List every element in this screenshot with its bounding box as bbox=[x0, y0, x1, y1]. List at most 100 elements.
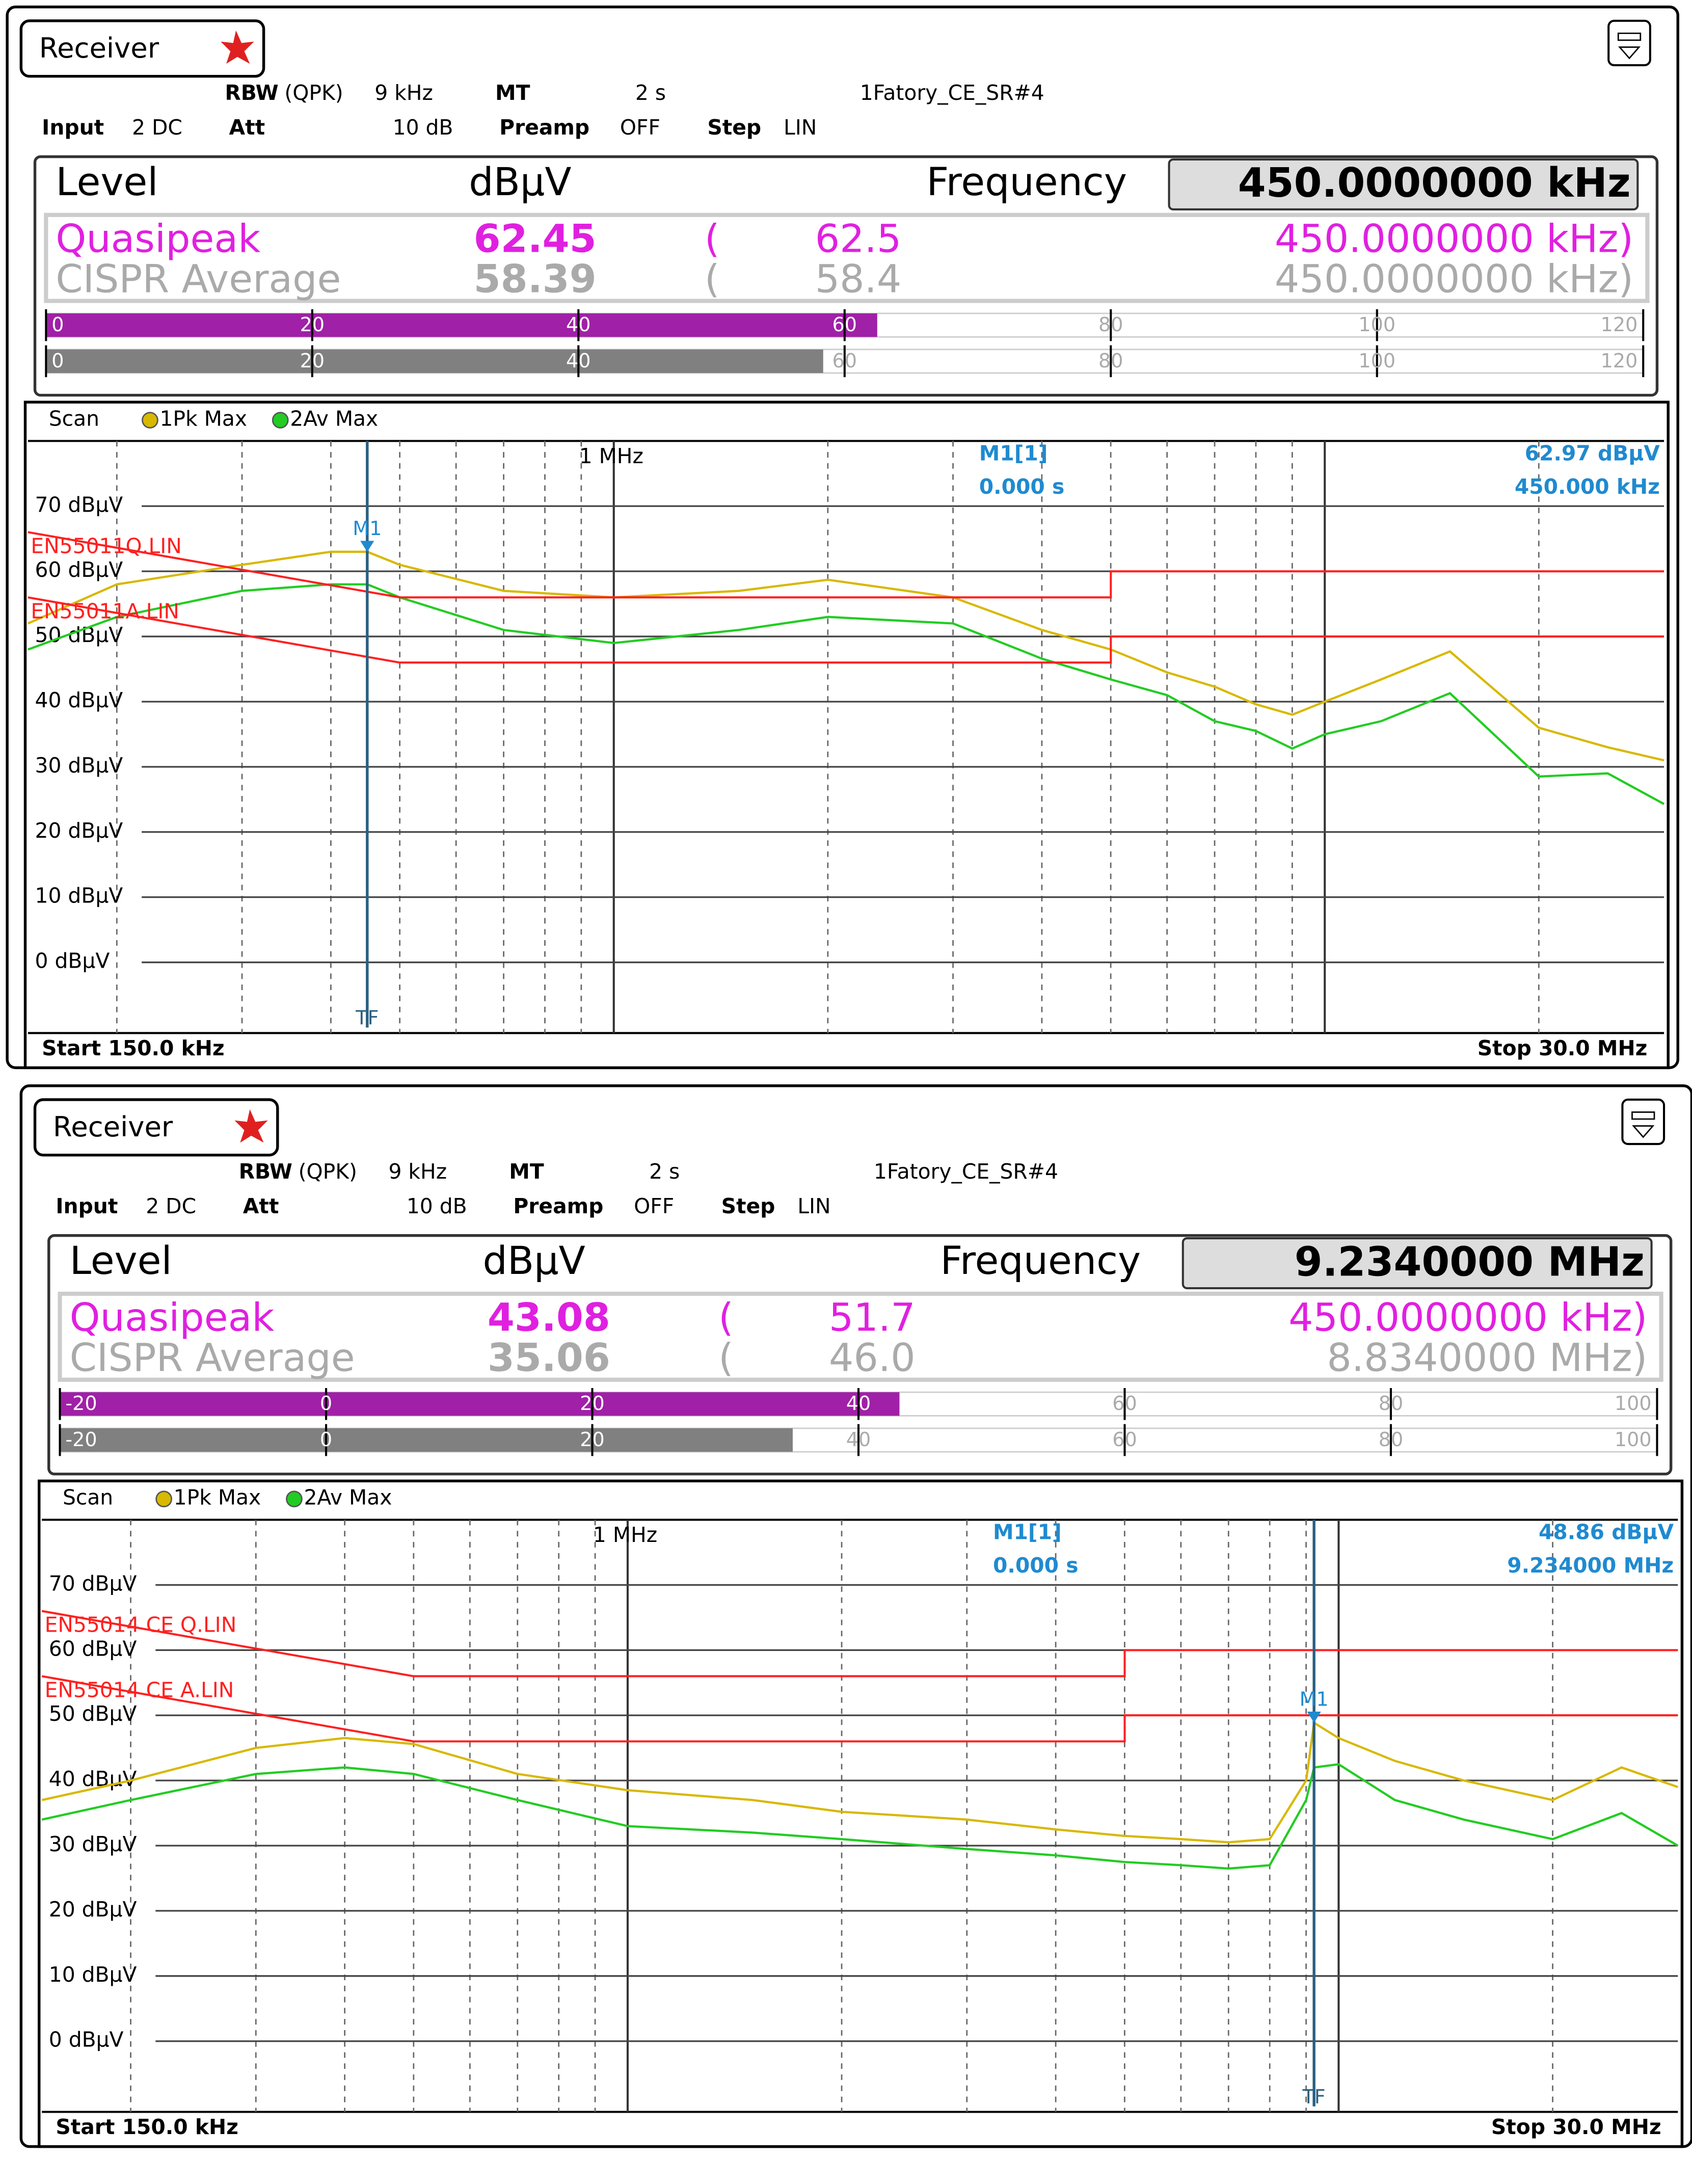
marker-value: 48.86 dBµV bbox=[1539, 1520, 1674, 1544]
bar-tick-label: 20 bbox=[580, 1428, 604, 1451]
setting: Input bbox=[42, 115, 104, 140]
setting: 1Fatory_CE_SR#4 bbox=[874, 1159, 1058, 1184]
setting: 2 DC bbox=[132, 115, 182, 140]
marker-frequency: 9.234000 MHz bbox=[1507, 1553, 1674, 1578]
tab-label: Receiver bbox=[39, 32, 159, 64]
detector-max-frequency: 8.8340000 MHz) bbox=[1327, 1335, 1647, 1380]
bar-tick-label: 80 bbox=[1098, 350, 1123, 372]
y-tick-label: 10 dBµV bbox=[49, 1962, 137, 1987]
frequency-label: Frequency bbox=[926, 159, 1127, 204]
setting: Att bbox=[229, 115, 265, 140]
receiver-panel: Receiver RBW (QPK) 9 kHz MT 2 s 1Fatory_CE_SR#… bbox=[6, 5, 1679, 1070]
limit-line bbox=[41, 1675, 1678, 1743]
detector-name: Quasipeak bbox=[70, 1295, 275, 1340]
setting: 9 kHz bbox=[388, 1159, 447, 1184]
tab-star bbox=[221, 30, 254, 64]
bar-tick-label: 60 bbox=[1112, 1392, 1137, 1415]
bar-tick-label: 60 bbox=[832, 350, 857, 372]
setting: (QPK) bbox=[299, 1159, 357, 1184]
legend-label: 1Pk Max bbox=[159, 407, 247, 431]
stop-label: Stop 30.0 MHz bbox=[1491, 2115, 1661, 2139]
y-tick-label: 0 dBµV bbox=[35, 949, 110, 973]
scan-label: Scan bbox=[49, 407, 99, 431]
menu-icon[interactable] bbox=[1607, 19, 1651, 66]
y-tick-label: 40 dBµV bbox=[49, 1767, 137, 1791]
bar-tick-label: -20 bbox=[65, 1392, 97, 1415]
bar-tick-label: 100 bbox=[1615, 1428, 1652, 1451]
bar-tick-label: 0 bbox=[51, 350, 64, 372]
frequency-box[interactable] bbox=[1181, 1237, 1653, 1290]
setting: (QPK) bbox=[284, 81, 343, 105]
detector-name: Quasipeak bbox=[56, 216, 260, 261]
bar-tick-label: 40 bbox=[566, 350, 590, 372]
legend-swatch bbox=[142, 412, 158, 429]
level-bar bbox=[46, 349, 823, 374]
setting: 2 s bbox=[649, 1159, 680, 1184]
x-tick-label: 1 MHz bbox=[593, 1523, 657, 1547]
marker-readout: M1[1] bbox=[979, 441, 1048, 466]
marker-name: M1 bbox=[1300, 1688, 1329, 1711]
y-tick-label: 10 dBµV bbox=[35, 884, 123, 908]
y-tick-label: 0 dBµV bbox=[49, 2028, 124, 2052]
detector-box bbox=[44, 212, 1650, 303]
detector-box bbox=[58, 1291, 1663, 1382]
setting: MT bbox=[495, 81, 530, 105]
chart-frame bbox=[23, 401, 1670, 1070]
legend-label: 2Av Max bbox=[290, 407, 378, 431]
limit-line bbox=[41, 1610, 1678, 1677]
setting: Step bbox=[721, 1194, 775, 1218]
y-tick-label: 40 dBµV bbox=[35, 688, 123, 712]
setting: Preamp bbox=[499, 115, 589, 140]
detector-max: 58.4 bbox=[815, 256, 902, 301]
setting: 2 s bbox=[635, 81, 666, 105]
y-tick-label: 30 dBµV bbox=[49, 1832, 137, 1856]
frequency-label: Frequency bbox=[941, 1238, 1141, 1283]
marker-triangle bbox=[360, 541, 374, 552]
level-label: Level bbox=[70, 1238, 172, 1283]
y-tick-label: 60 dBµV bbox=[35, 557, 123, 582]
bar-tick-label: 20 bbox=[300, 313, 325, 336]
y-tick-label: 70 dBµV bbox=[35, 492, 123, 517]
limit-line-label: EN55014 CE Q.LIN bbox=[45, 1613, 237, 1637]
tab[interactable] bbox=[33, 1098, 279, 1157]
marker-value: 62.97 dBµV bbox=[1525, 441, 1660, 466]
start-label: Start 150.0 kHz bbox=[56, 2115, 238, 2139]
setting: Preamp bbox=[513, 1194, 603, 1218]
menu-icon-glyph bbox=[1631, 1111, 1655, 1138]
tab[interactable] bbox=[19, 19, 265, 78]
bar-tick-label: 0 bbox=[320, 1428, 332, 1451]
setting: 10 dB bbox=[407, 1194, 467, 1218]
detector-value: 58.39 bbox=[474, 256, 597, 301]
paren: ( bbox=[705, 256, 720, 301]
y-tick-label: 60 dBµV bbox=[49, 1636, 137, 1661]
setting: RBW bbox=[225, 81, 278, 105]
frequency-value: 450.0000000 kHz bbox=[1238, 159, 1631, 206]
detector-name: CISPR Average bbox=[70, 1335, 355, 1380]
detector-max-frequency: 450.0000000 kHz) bbox=[1275, 256, 1633, 301]
bar-tick-label: 80 bbox=[1098, 313, 1123, 336]
bar-tick-label: 0 bbox=[320, 1392, 332, 1415]
y-tick-label: 50 dBµV bbox=[35, 623, 123, 647]
bar-tick-label: -20 bbox=[65, 1428, 97, 1451]
limit-line bbox=[28, 531, 1664, 599]
legend-label: 1Pk Max bbox=[174, 1485, 261, 1510]
detector-value: 35.06 bbox=[488, 1335, 610, 1380]
setting: 2 DC bbox=[146, 1194, 196, 1218]
marker-tf: TF bbox=[355, 1007, 379, 1029]
setting: RBW bbox=[239, 1159, 292, 1184]
bar-tick-label: 20 bbox=[300, 350, 325, 372]
bar-tick-label: 120 bbox=[1601, 313, 1638, 336]
frequency-box[interactable] bbox=[1168, 158, 1639, 210]
x-tick-label: 1 MHz bbox=[579, 444, 643, 468]
detector-value: 43.08 bbox=[488, 1295, 610, 1340]
level-bar bbox=[60, 1428, 793, 1452]
bar-tick-label: 60 bbox=[1112, 1428, 1137, 1451]
menu-icon[interactable] bbox=[1621, 1098, 1666, 1146]
limit-line-label: EN55011A.LIN bbox=[31, 599, 179, 623]
detector-max-frequency: 450.0000000 kHz) bbox=[1275, 216, 1633, 261]
detector-name: CISPR Average bbox=[56, 256, 341, 301]
bar-tick-label: 40 bbox=[566, 313, 590, 336]
y-tick-label: 20 dBµV bbox=[49, 1897, 137, 1922]
